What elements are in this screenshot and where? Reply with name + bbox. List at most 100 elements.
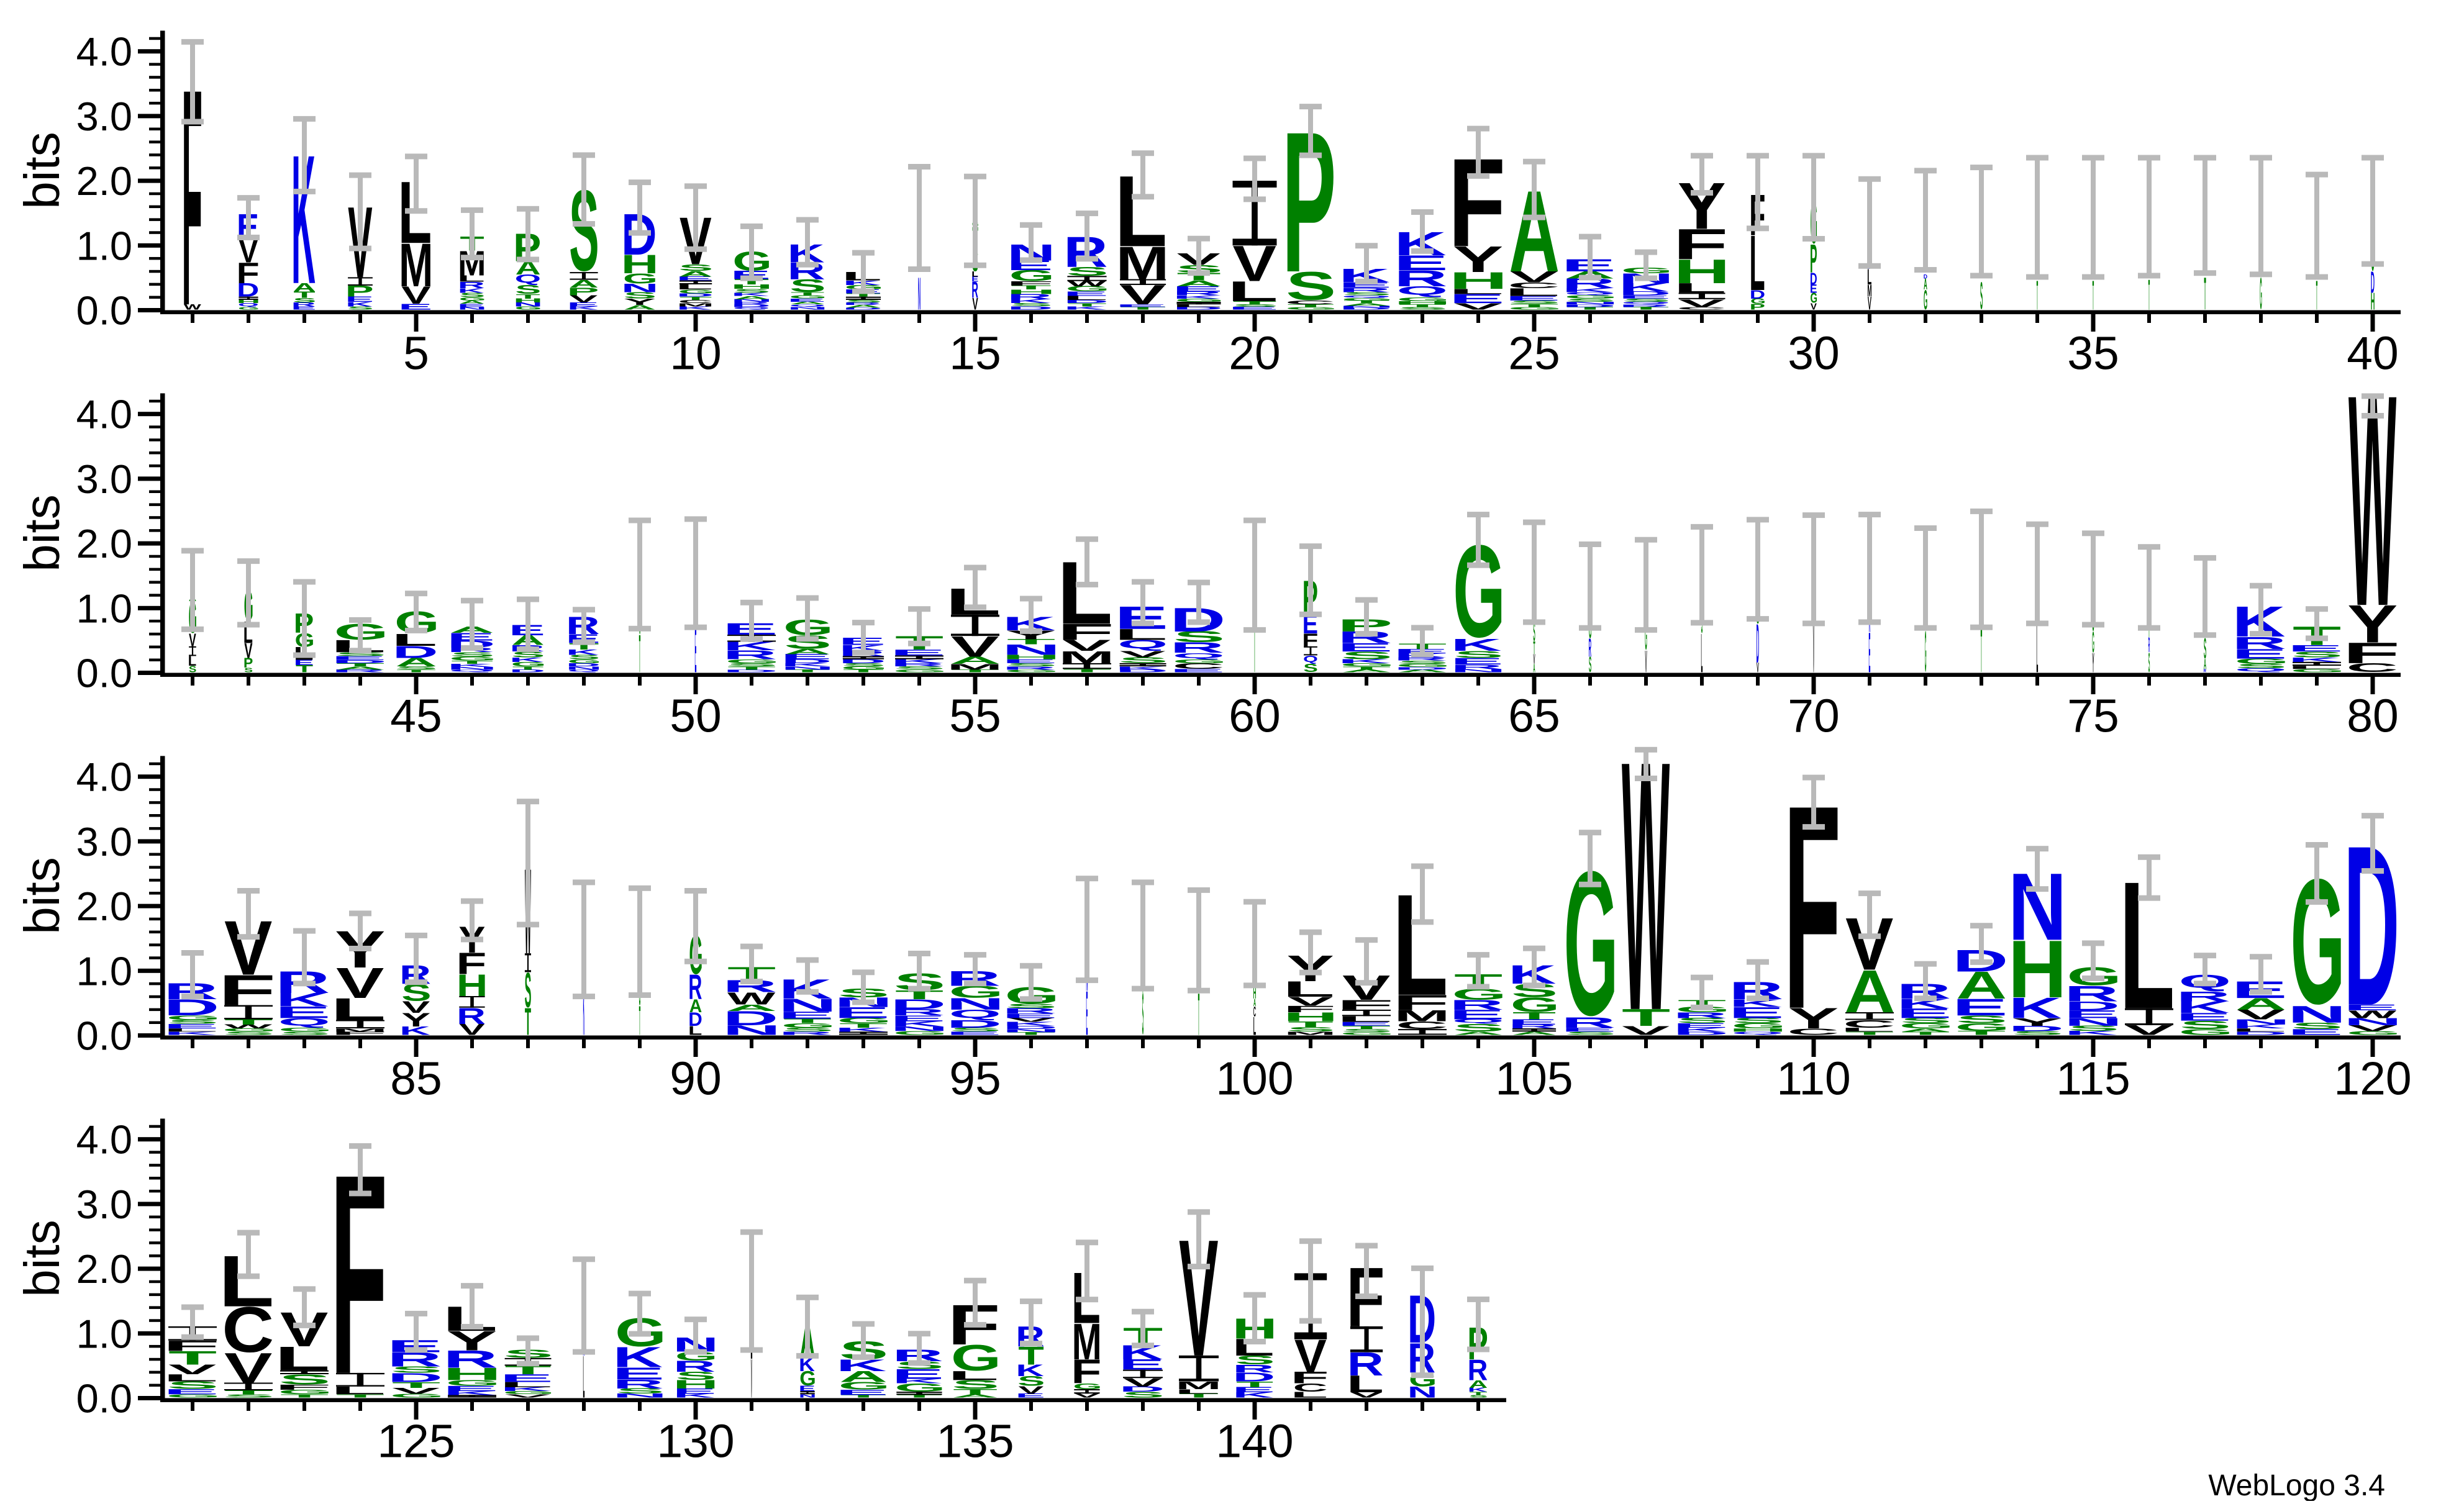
svg-text:G: G [1511, 994, 1560, 1017]
svg-text:S: S [1398, 306, 1448, 310]
svg-text:N: N [730, 299, 773, 303]
svg-text:S: S [1956, 1013, 2007, 1026]
svg-text:A: A [784, 648, 830, 656]
svg-text:C: C [1172, 661, 1224, 671]
svg-text:K: K [731, 292, 770, 297]
svg-text:E: E [1449, 1007, 1505, 1022]
svg-text:C: C [1787, 1026, 1839, 1036]
svg-text:G: G [893, 669, 947, 673]
svg-text:A: A [293, 281, 316, 294]
svg-text:45: 45 [390, 690, 442, 742]
svg-text:Y: Y [2012, 1016, 2062, 1028]
svg-text:E: E [1119, 1356, 1165, 1372]
svg-text:H: H [1394, 300, 1452, 305]
svg-text:G: G [841, 666, 888, 671]
svg-text:L: L [1291, 1390, 1328, 1399]
svg-text:F: F [2343, 636, 2400, 669]
svg-text:V: V [1288, 994, 1333, 1008]
svg-text:R: R [2204, 669, 2206, 674]
svg-text:S: S [1235, 1353, 1275, 1367]
svg-text:bits: bits [14, 857, 70, 935]
svg-text:S: S [726, 662, 778, 667]
svg-text:Y: Y [1788, 1002, 1839, 1035]
svg-text:L: L [1840, 1026, 1896, 1033]
svg-text:10: 10 [670, 327, 721, 379]
svg-text:H: H [2371, 288, 2375, 315]
svg-text:G: G [1175, 297, 1224, 302]
svg-text:K: K [164, 1031, 217, 1036]
svg-text:S: S [1010, 302, 1053, 307]
svg-text:K: K [458, 287, 484, 294]
svg-text:N: N [457, 306, 486, 310]
svg-text:G: G [839, 1380, 891, 1392]
svg-text:S: S [1017, 1374, 1045, 1388]
svg-text:N: N [2232, 1018, 2291, 1026]
svg-text:E: E [1618, 294, 1671, 299]
svg-text:G: G [789, 294, 827, 299]
svg-text:3.0: 3.0 [76, 456, 132, 502]
svg-text:R: R [1468, 1353, 1488, 1386]
svg-text:Q: Q [949, 1007, 1001, 1020]
svg-text:N: N [566, 666, 602, 671]
svg-text:110: 110 [1776, 1053, 1851, 1105]
svg-text:S: S [450, 651, 494, 658]
svg-text:S: S [1676, 1017, 1728, 1025]
svg-text:D: D [688, 1008, 702, 1030]
svg-text:V: V [1454, 301, 1502, 312]
svg-text:N: N [1339, 305, 1395, 308]
svg-text:S: S [845, 299, 883, 303]
svg-text:S: S [842, 662, 886, 667]
svg-text:T: T [639, 624, 640, 684]
svg-text:G: G [1925, 620, 1927, 684]
svg-text:E: E [834, 1004, 890, 1022]
svg-text:F: F [1071, 1352, 1101, 1390]
svg-text:R: R [722, 648, 777, 662]
svg-text:R: R [1339, 286, 1391, 294]
svg-text:V: V [1123, 1375, 1163, 1389]
svg-text:E: E [331, 655, 387, 661]
svg-text:L: L [1347, 1370, 1384, 1397]
svg-text:E: E [799, 1385, 816, 1393]
svg-text:0.0: 0.0 [76, 1013, 132, 1059]
svg-text:20: 20 [1229, 327, 1280, 379]
svg-text:E: E [835, 1388, 888, 1397]
svg-text:G: G [1340, 663, 1394, 668]
svg-text:G: G [799, 1368, 816, 1391]
svg-text:S: S [1469, 1394, 1488, 1398]
svg-text:N: N [1002, 641, 1061, 658]
svg-text:D: D [393, 642, 439, 662]
svg-text:L: L [1171, 304, 1222, 308]
svg-text:R: R [1394, 265, 1447, 291]
svg-text:S: S [167, 1019, 219, 1025]
svg-text:S: S [1980, 275, 1983, 318]
svg-text:D: D [946, 1018, 1002, 1030]
svg-text:D: D [722, 1007, 778, 1030]
svg-text:T: T [2093, 273, 2094, 319]
svg-text:F: F [237, 256, 260, 289]
svg-text:L: L [1253, 1012, 1256, 1041]
svg-text:D: D [1750, 288, 1765, 301]
svg-text:S: S [1286, 263, 1336, 309]
svg-text:V: V [1510, 268, 1558, 286]
svg-text:E: E [2064, 1008, 2120, 1021]
svg-text:V: V [1868, 293, 1871, 314]
svg-text:T: T [1342, 1025, 1391, 1030]
svg-text:S: S [244, 666, 253, 674]
svg-text:S: S [1006, 662, 1057, 667]
svg-text:K: K [399, 1024, 430, 1038]
svg-text:E: E [294, 659, 314, 667]
svg-text:F: F [1337, 997, 1394, 1013]
svg-text:M: M [1072, 1313, 1102, 1371]
svg-text:V: V [1811, 302, 1817, 312]
svg-text:D: D [237, 279, 259, 301]
svg-text:bits: bits [14, 494, 70, 572]
svg-text:H: H [1007, 288, 1056, 296]
svg-text:1.0: 1.0 [76, 586, 132, 631]
svg-text:A: A [1341, 669, 1392, 673]
svg-text:D: D [1810, 270, 1817, 288]
svg-text:S: S [1732, 1017, 1784, 1025]
svg-text:H: H [2008, 923, 2067, 1015]
svg-text:C: C [1676, 306, 1726, 310]
svg-text:R: R [1002, 1007, 1057, 1015]
svg-text:W: W [2348, 1008, 2396, 1020]
